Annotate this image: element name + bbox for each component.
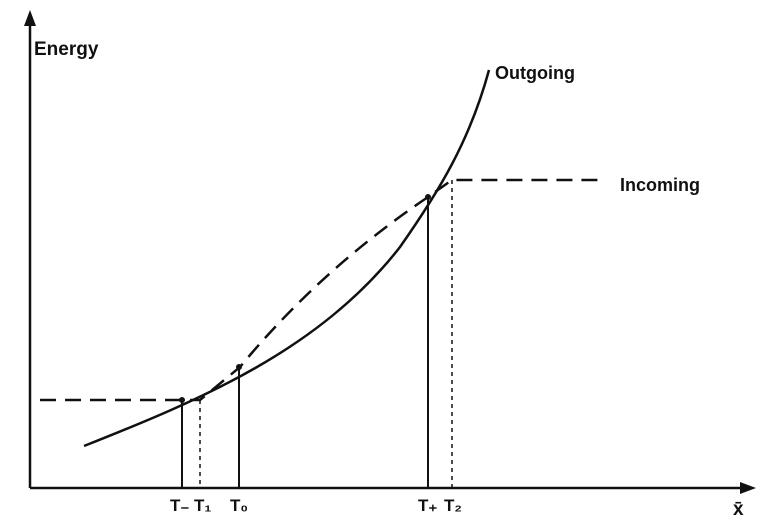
y-axis-arrow bbox=[24, 10, 36, 26]
y-axis-label: Energy bbox=[34, 39, 99, 60]
tick-label-t-0: T₀ bbox=[230, 496, 248, 515]
tick-label-t-2: T₂ bbox=[444, 496, 462, 515]
tick-label-t-1: T₁ bbox=[194, 496, 211, 515]
tick-label-t-plus: T₊ bbox=[418, 496, 437, 515]
intersection-t-plus bbox=[425, 194, 431, 200]
incoming-label: Incoming bbox=[620, 175, 700, 195]
intersection-t-0 bbox=[236, 364, 242, 370]
tick-label-t-minus: T₋ bbox=[170, 496, 189, 515]
outgoing-label: Outgoing bbox=[495, 63, 575, 83]
incoming-curve bbox=[40, 178, 605, 402]
x-axis-arrow bbox=[740, 482, 756, 494]
x-axis-label: x̄ bbox=[733, 499, 744, 520]
intersection-t-minus bbox=[179, 397, 185, 403]
outgoing-curve bbox=[83, 69, 491, 448]
